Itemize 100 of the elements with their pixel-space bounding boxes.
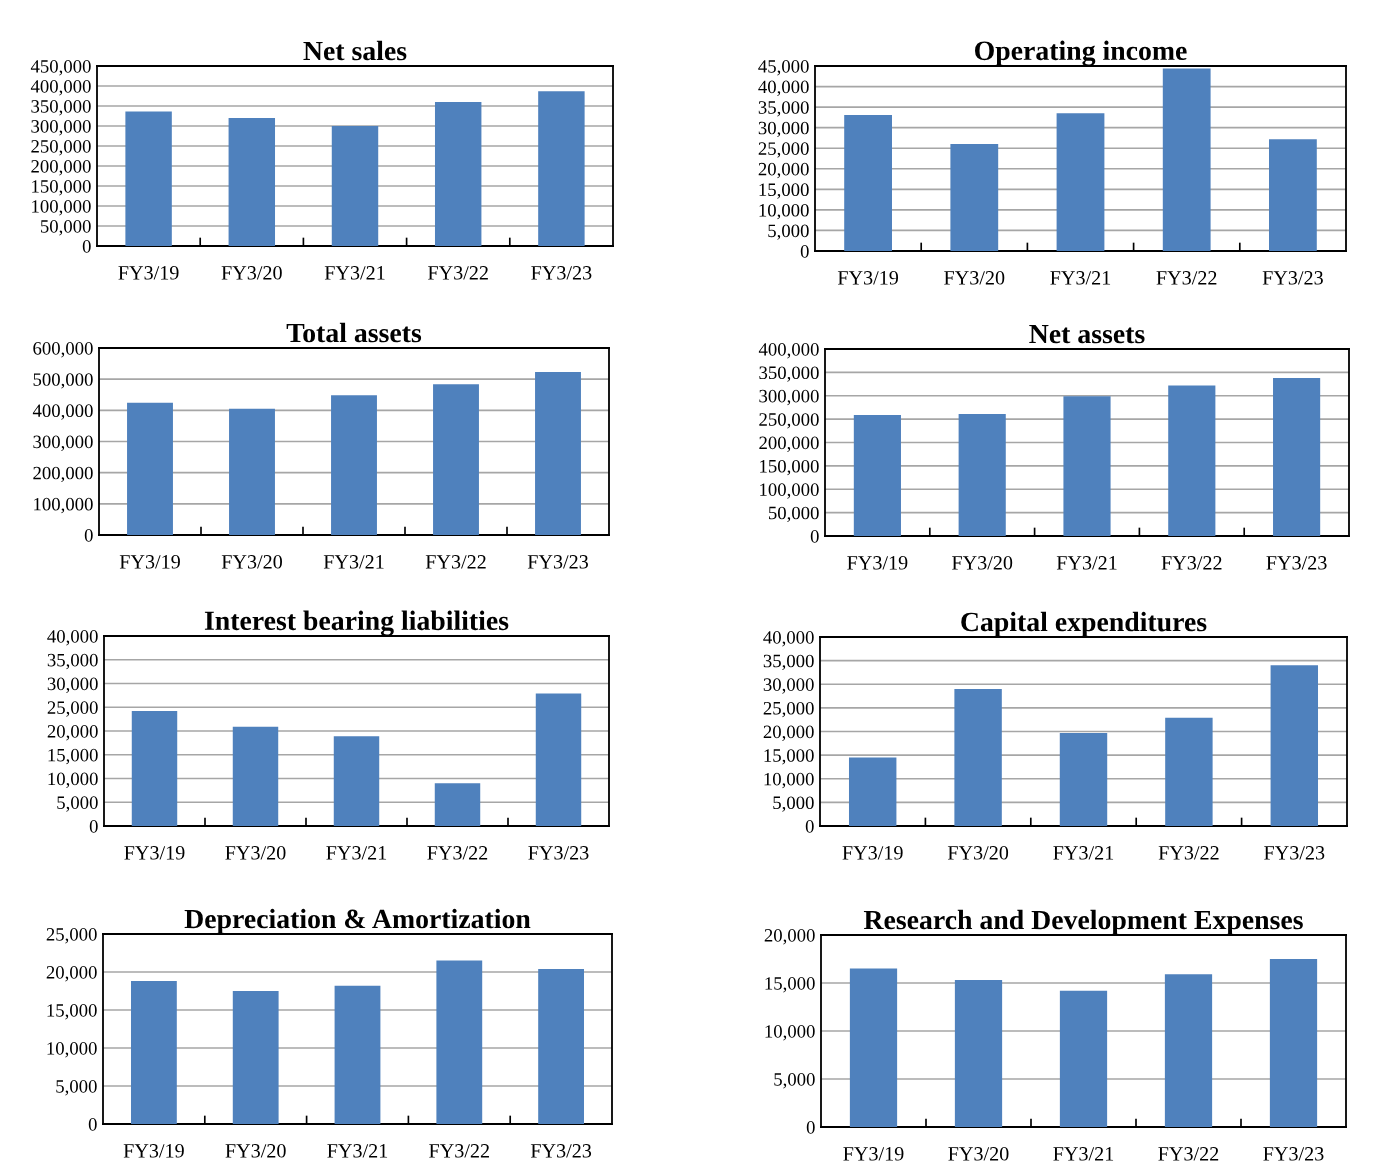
x-tick-label: FY3/22 xyxy=(425,555,486,569)
x-tick-label: FY3/21 xyxy=(324,266,385,280)
bar xyxy=(127,402,173,535)
y-tick-label: 35,000 xyxy=(47,653,98,670)
bar xyxy=(1273,377,1321,536)
y-tick-label: 10,000 xyxy=(765,1025,815,1041)
y-tick-label: 20,000 xyxy=(764,929,815,945)
x-tick-label: FY3/19 xyxy=(124,846,185,860)
y-tick-label: 200,000 xyxy=(759,436,819,452)
x-tick-label: FY3/20 xyxy=(944,271,1005,285)
x-tick-label: FY3/20 xyxy=(948,1147,1009,1161)
y-tick-label: 0 xyxy=(88,1118,97,1131)
y-tick-label: 0 xyxy=(806,1121,815,1134)
y-tick-label: 400,000 xyxy=(30,80,91,96)
y-tick-label: 50,000 xyxy=(768,506,819,523)
x-tick-label: FY3/19 xyxy=(843,1147,904,1161)
x-tick-label: FY3/19 xyxy=(119,555,180,569)
bar xyxy=(1056,113,1105,251)
bar xyxy=(433,384,479,535)
bar xyxy=(1162,68,1211,251)
y-tick-label: 100,000 xyxy=(32,200,91,216)
x-tick-label: FY3/20 xyxy=(221,266,282,280)
y-tick-label: 600,000 xyxy=(33,342,93,358)
y-tick-label: 10,000 xyxy=(759,203,809,220)
bar xyxy=(434,102,482,246)
bar xyxy=(131,711,178,826)
x-tick-label: FY3/19 xyxy=(837,271,899,285)
x-tick-label: FY3/23 xyxy=(531,266,592,280)
y-tick-label: 250,000 xyxy=(759,413,819,429)
y-tick-label: 5,000 xyxy=(768,224,809,240)
y-tick-label: 300,000 xyxy=(759,389,819,406)
y-tick-label: 0 xyxy=(800,245,809,258)
x-tick-label: FY3/19 xyxy=(842,846,903,860)
y-tick-label: 10,000 xyxy=(48,772,98,788)
y-tick-label: 300,000 xyxy=(33,435,93,451)
x-tick-label: FY3/19 xyxy=(847,556,908,570)
bar xyxy=(954,688,1002,826)
bar xyxy=(1059,990,1108,1127)
y-tick-label: 15,000 xyxy=(47,1004,97,1020)
bar xyxy=(848,757,897,826)
y-tick-label: 25,000 xyxy=(763,701,814,718)
x-tick-label: FY3/22 xyxy=(1156,271,1217,285)
chart-title: Depreciation & Amortization xyxy=(184,908,531,934)
x-tick-label: FY3/23 xyxy=(528,846,589,860)
bar xyxy=(229,408,275,535)
y-tick-label: 15,000 xyxy=(765,977,815,993)
x-tick-label: FY3/21 xyxy=(326,846,387,860)
x-tick-label: FY3/22 xyxy=(1158,846,1219,860)
bar xyxy=(853,414,901,536)
chart-title: Research and Development Expenses xyxy=(863,909,1303,935)
x-tick-label: FY3/23 xyxy=(1266,556,1327,570)
y-tick-label: 15,000 xyxy=(48,748,98,765)
bar xyxy=(1270,665,1319,826)
y-tick-label: 20,000 xyxy=(763,725,814,741)
y-tick-label: 20,000 xyxy=(46,966,97,982)
y-tick-label: 350,000 xyxy=(31,100,91,116)
y-tick-label: 0 xyxy=(84,529,93,542)
y-tick-label: 450,000 xyxy=(30,60,91,76)
chart-title: Operating income xyxy=(975,40,1187,66)
bar xyxy=(1165,717,1213,826)
y-tick-label: 50,000 xyxy=(40,220,91,236)
bar xyxy=(1269,959,1318,1127)
x-tick-label: FY3/20 xyxy=(225,1144,286,1158)
y-tick-label: 350,000 xyxy=(759,366,819,382)
y-tick-label: 5,000 xyxy=(774,1073,815,1089)
bar xyxy=(538,91,585,246)
y-tick-label: 5,000 xyxy=(773,796,814,812)
y-tick-label: 25,000 xyxy=(758,142,809,158)
y-tick-label: 10,000 xyxy=(47,1042,97,1058)
y-tick-label: 400,000 xyxy=(758,343,819,359)
chart-title: Net assets xyxy=(1029,324,1145,344)
y-tick-label: 500,000 xyxy=(33,373,93,389)
x-tick-label: FY3/19 xyxy=(123,1144,184,1158)
y-tick-label: 0 xyxy=(82,240,91,253)
chart-title: Capital expenditures xyxy=(961,611,1207,637)
x-tick-label: FY3/23 xyxy=(527,555,588,569)
y-tick-label: 15,000 xyxy=(759,183,809,199)
y-tick-label: 400,000 xyxy=(32,404,93,420)
y-tick-label: 45,000 xyxy=(758,60,809,76)
y-tick-label: 150,000 xyxy=(32,180,91,196)
bar xyxy=(232,726,279,826)
x-tick-label: FY3/20 xyxy=(225,846,286,860)
bar xyxy=(228,118,276,246)
chart-title: Net sales xyxy=(303,40,407,61)
chart-title: Interest bearing liabilities xyxy=(204,610,509,636)
y-tick-label: 200,000 xyxy=(33,466,93,483)
bar xyxy=(849,968,898,1127)
bar xyxy=(125,111,172,246)
y-tick-label: 35,000 xyxy=(758,101,809,117)
x-tick-label: FY3/23 xyxy=(530,1144,592,1158)
bar xyxy=(1164,974,1213,1127)
bar xyxy=(331,126,379,246)
x-tick-label: FY3/22 xyxy=(1161,556,1222,570)
bar xyxy=(535,372,581,535)
y-tick-label: 0 xyxy=(810,530,819,543)
x-tick-label: FY3/21 xyxy=(1053,1147,1114,1161)
bar xyxy=(331,395,377,535)
y-tick-label: 30,000 xyxy=(758,121,809,138)
y-tick-label: 10,000 xyxy=(764,772,814,789)
bar xyxy=(958,413,1006,536)
